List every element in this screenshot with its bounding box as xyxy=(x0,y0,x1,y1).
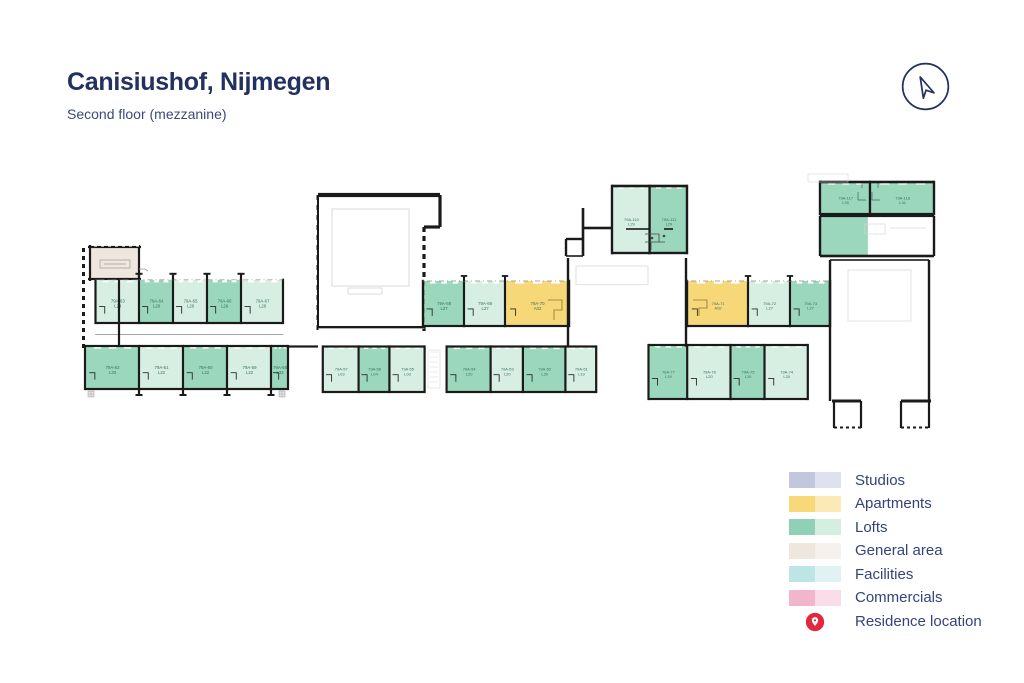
svg-text:L26: L26 xyxy=(153,304,161,309)
svg-text:L27: L27 xyxy=(766,306,773,311)
svg-text:A02: A02 xyxy=(534,306,542,311)
svg-text:L33: L33 xyxy=(109,370,117,375)
svg-text:L20: L20 xyxy=(783,374,790,379)
svg-text:L26: L26 xyxy=(259,304,267,309)
svg-text:L26: L26 xyxy=(221,304,229,309)
svg-text:L04: L04 xyxy=(371,371,378,376)
svg-text:L27: L27 xyxy=(807,306,814,311)
svg-text:L27: L27 xyxy=(441,306,449,311)
svg-text:L03: L03 xyxy=(338,371,345,376)
svg-text:A02: A02 xyxy=(715,306,723,311)
svg-text:L20: L20 xyxy=(541,371,548,376)
svg-text:L03: L03 xyxy=(404,371,411,376)
svg-text:L32: L32 xyxy=(276,370,284,375)
svg-text:L31: L31 xyxy=(899,200,906,205)
svg-text:L22: L22 xyxy=(246,370,254,375)
svg-text:L22: L22 xyxy=(158,370,166,375)
svg-text:L20: L20 xyxy=(504,371,511,376)
svg-text:L20: L20 xyxy=(745,374,752,379)
svg-text:L20: L20 xyxy=(706,374,713,379)
svg-text:L19: L19 xyxy=(578,371,585,376)
svg-text:L30: L30 xyxy=(842,200,849,205)
svg-text:L27: L27 xyxy=(482,306,490,311)
svg-text:L26: L26 xyxy=(187,304,195,309)
svg-text:L20: L20 xyxy=(466,371,473,376)
svg-text:L29: L29 xyxy=(628,222,635,227)
svg-text:L22: L22 xyxy=(202,370,210,375)
svg-text:L19: L19 xyxy=(665,374,672,379)
svg-text:L29: L29 xyxy=(666,222,673,227)
